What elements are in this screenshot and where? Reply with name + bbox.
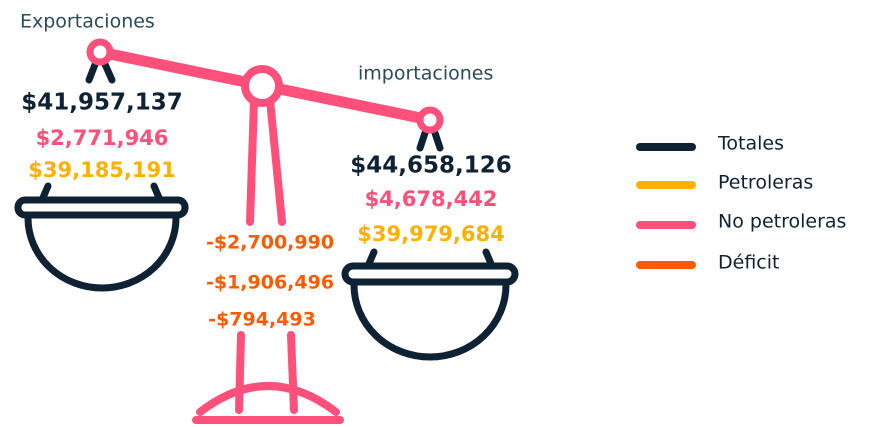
- deficit-no-petroleras: -$1,906,496: [206, 272, 334, 294]
- legend: [640, 147, 692, 265]
- imports-petroleras: $39,979,684: [357, 222, 504, 246]
- legend-label: Déficit: [718, 252, 779, 274]
- pillar: [270, 100, 282, 222]
- legend-label: Petroleras: [718, 172, 813, 194]
- pan: [28, 218, 176, 288]
- hanger: [420, 130, 426, 148]
- deficit-petroleras: -$794,493: [208, 309, 316, 331]
- legend-label: No petroleras: [718, 211, 846, 233]
- exports-petroleras: $39,185,191: [28, 158, 175, 182]
- pillar: [291, 335, 294, 410]
- base: [200, 386, 336, 412]
- imports-label: importaciones: [358, 63, 493, 85]
- pan: [354, 285, 506, 357]
- pivot: [245, 69, 279, 103]
- imports-total: $44,658,126: [350, 153, 512, 179]
- hanger: [89, 62, 96, 80]
- pivot: [90, 42, 110, 62]
- exports-total: $41,957,137: [21, 90, 183, 116]
- hanger: [434, 130, 440, 148]
- pan: [345, 266, 515, 282]
- exports-no-petroleras: $2,771,946: [36, 126, 169, 150]
- pillar: [250, 100, 254, 222]
- hanger: [104, 62, 112, 80]
- pillar: [239, 335, 241, 410]
- pivot: [420, 110, 440, 130]
- imports-no-petroleras: $4,678,442: [365, 187, 498, 211]
- scale-infographic: Exportaciones $41,957,137 $2,771,946 $39…: [0, 0, 876, 427]
- deficit-total: -$2,700,990: [206, 232, 334, 254]
- pan: [18, 200, 185, 215]
- legend-label: Totales: [717, 133, 784, 155]
- exports-label: Exportaciones: [20, 11, 155, 33]
